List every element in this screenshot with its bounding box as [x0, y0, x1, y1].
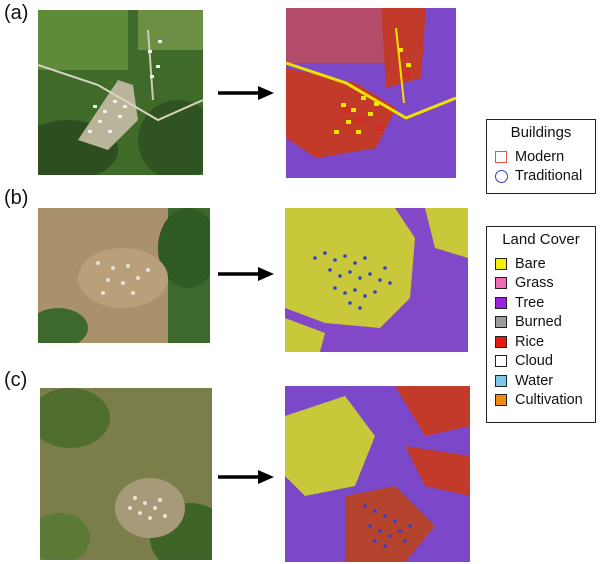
- burned-swatch-icon: [495, 316, 507, 329]
- arrow-b: [218, 267, 274, 281]
- landcover-map-c: [285, 386, 470, 562]
- legend-item-label: Grass: [515, 275, 554, 292]
- legend-item-label: Rice: [515, 333, 545, 350]
- landcover-map-a: [286, 8, 456, 178]
- tree-swatch-icon: [495, 296, 507, 309]
- legend-item-label: Bare: [515, 255, 546, 272]
- legend-item-cultivation: Cultivation: [487, 391, 595, 411]
- traditional-circle-icon: [495, 169, 508, 183]
- legend-item-label: Cultivation: [515, 392, 583, 409]
- legend-item-rice: Rice: [487, 332, 595, 352]
- bare-swatch-icon: [495, 257, 507, 270]
- legend-item-grass: Grass: [487, 274, 595, 294]
- legend-item-burned: Burned: [487, 313, 595, 333]
- legend-item-bare: Bare: [487, 254, 595, 274]
- legend-item-label: Traditional: [515, 168, 583, 185]
- satellite-image-c: [40, 388, 212, 560]
- satellite-image-b: [38, 208, 210, 343]
- panel-label-a: (a): [4, 2, 29, 24]
- modern-square-icon: [495, 150, 507, 163]
- legend-item-label: Cloud: [515, 353, 553, 370]
- buildings-legend: Buildings Modern Traditional: [486, 119, 596, 194]
- cultivation-swatch-icon: [495, 394, 507, 407]
- panel-label-c: (c): [4, 369, 28, 391]
- legend-item-label: Tree: [515, 294, 545, 311]
- arrow-a: [218, 86, 274, 100]
- legend-item-label: Modern: [515, 148, 565, 165]
- legend-item-label: Water: [515, 372, 554, 389]
- grass-swatch-icon: [495, 277, 507, 290]
- buildings-legend-title: Buildings: [510, 124, 572, 141]
- arrow-c: [218, 470, 274, 484]
- landcover-legend: Land Cover Bare Grass Tree Burned Rice Cloud W…: [486, 226, 596, 423]
- satellite-image-a: [38, 10, 203, 175]
- legend-item-modern: Modern: [487, 147, 595, 167]
- rice-swatch-icon: [495, 335, 507, 348]
- legend-item-cloud: Cloud: [487, 352, 595, 372]
- landcover-legend-title: Land Cover: [502, 231, 580, 248]
- legend-item-water: Water: [487, 371, 595, 391]
- landcover-map-b: [285, 208, 468, 352]
- cloud-swatch-icon: [495, 355, 507, 368]
- panel-label-b: (b): [4, 187, 29, 209]
- legend-item-traditional: Traditional: [487, 167, 595, 187]
- legend-item-tree: Tree: [487, 293, 595, 313]
- water-swatch-icon: [495, 374, 507, 387]
- legend-item-label: Burned: [515, 314, 562, 331]
